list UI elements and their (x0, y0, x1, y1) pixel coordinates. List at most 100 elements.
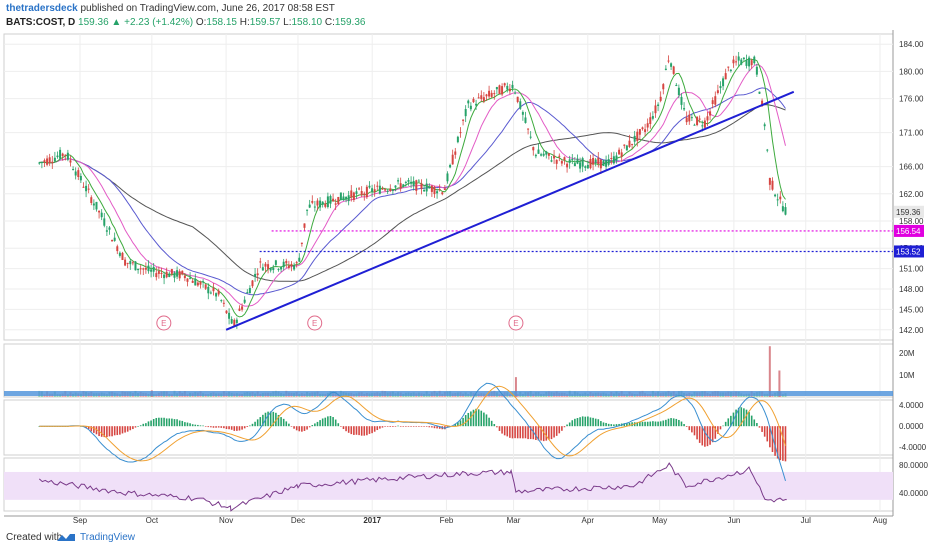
time-tick-label: May (652, 516, 667, 525)
macd-histogram-bar (215, 426, 217, 428)
candle-body (410, 181, 413, 184)
price-tick-label: 176.00 (899, 95, 924, 104)
candle-body (690, 117, 693, 119)
volume-tick-label: 20M (899, 349, 915, 358)
candle-body (269, 267, 272, 271)
price-label-text: 156.54 (896, 227, 921, 236)
candle-body (196, 282, 199, 286)
rsi-tick-label: 80.0000 (899, 461, 928, 470)
candle-body (506, 85, 509, 90)
candle-body (436, 191, 439, 194)
candle-body (558, 155, 561, 157)
candle-body (443, 188, 446, 191)
macd-histogram-bar (555, 426, 558, 436)
candle-body (222, 302, 225, 304)
candle-body (404, 181, 407, 183)
candle-body (722, 78, 725, 87)
candle-body (355, 191, 358, 195)
macd-histogram-bar (457, 422, 459, 427)
candle-body (407, 180, 410, 182)
macd-histogram-bar (641, 421, 644, 427)
candle-body (781, 206, 784, 212)
candle-body (750, 60, 753, 66)
candle-body (620, 152, 623, 157)
macd-histogram-bar (363, 426, 366, 436)
macd-histogram-bar (124, 426, 126, 433)
candle-body (261, 267, 264, 271)
macd-histogram-bar (771, 426, 774, 453)
candle-body (126, 262, 129, 264)
macd-histogram-bar (410, 426, 412, 427)
macd-histogram-bar (774, 426, 776, 456)
macd-histogram-bar (496, 426, 498, 428)
candle-body (191, 280, 194, 283)
macd-histogram-bar (327, 416, 329, 427)
macd-histogram-bar (189, 423, 191, 427)
macd-signal-line (39, 385, 786, 462)
candle-body (168, 273, 171, 278)
macd-histogram-bar (160, 417, 163, 427)
candle-body (433, 186, 436, 195)
time-tick-label: Feb (440, 516, 454, 525)
candle-body (516, 96, 519, 102)
macd-histogram-bar (498, 426, 501, 431)
macd-histogram-bar (111, 426, 113, 437)
macd-histogram-bar (368, 426, 371, 434)
candle-body (727, 66, 730, 68)
candle-body (111, 239, 114, 242)
candle-body (480, 95, 483, 100)
macd-histogram-bar (626, 423, 628, 427)
macd-histogram-bar (587, 416, 589, 427)
candle-body (748, 57, 751, 67)
macd-histogram-bar (228, 426, 230, 430)
chart-canvas[interactable]: 142.00145.00148.00151.00154.00158.00162.… (0, 0, 932, 526)
macd-histogram-bar (384, 426, 386, 427)
macd-histogram-bar (256, 419, 259, 427)
created-with-text: Created with (6, 532, 63, 543)
volume-spike-bar (768, 346, 771, 397)
candle-body (599, 159, 602, 169)
macd-histogram-bar (782, 426, 784, 461)
macd-histogram-bar (558, 426, 561, 434)
macd-histogram-bar (763, 426, 766, 437)
macd-histogram-bar (623, 423, 626, 427)
macd-histogram-bar (95, 426, 98, 435)
candle-body (469, 105, 472, 110)
candle-body (360, 190, 363, 196)
candle-body (524, 117, 527, 123)
candle-body (779, 196, 782, 200)
candle-body (176, 270, 179, 277)
author-link[interactable]: thetradersdeck (6, 3, 78, 14)
high-label: H: (239, 17, 250, 28)
brand-link[interactable]: TradingView (80, 532, 136, 543)
candle-body (714, 96, 717, 105)
macd-histogram-bar (145, 423, 147, 427)
candle-body (363, 193, 366, 196)
macd-tick-label: -4.0000 (899, 443, 927, 452)
macd-histogram-bar (210, 426, 212, 428)
candle-body (573, 163, 576, 167)
macd-histogram-bar (615, 424, 618, 427)
macd-histogram-bar (714, 426, 717, 439)
macd-histogram-bar (522, 426, 524, 439)
macd-histogram-bar (657, 421, 659, 427)
candle-body (542, 153, 545, 156)
candle-body (347, 195, 350, 202)
candle-body (98, 210, 101, 213)
macd-histogram-bar (132, 426, 134, 430)
change-arrow-icon: ▲ (111, 17, 122, 28)
candle-body (475, 103, 478, 106)
macd-histogram-bar (758, 426, 761, 428)
price-tick-label: 171.00 (899, 129, 924, 138)
candle-body (628, 140, 631, 147)
low-label: L: (283, 17, 292, 28)
price-label-text: 153.52 (896, 247, 921, 256)
macd-histogram-bar (415, 426, 418, 427)
macd-histogram-bar (303, 426, 306, 431)
macd-histogram-bar (376, 426, 379, 431)
candle-body (451, 154, 454, 165)
macd-histogram-bar (142, 423, 145, 427)
candle-body (488, 90, 491, 97)
candle-body (576, 158, 579, 164)
candle-body (753, 56, 756, 64)
